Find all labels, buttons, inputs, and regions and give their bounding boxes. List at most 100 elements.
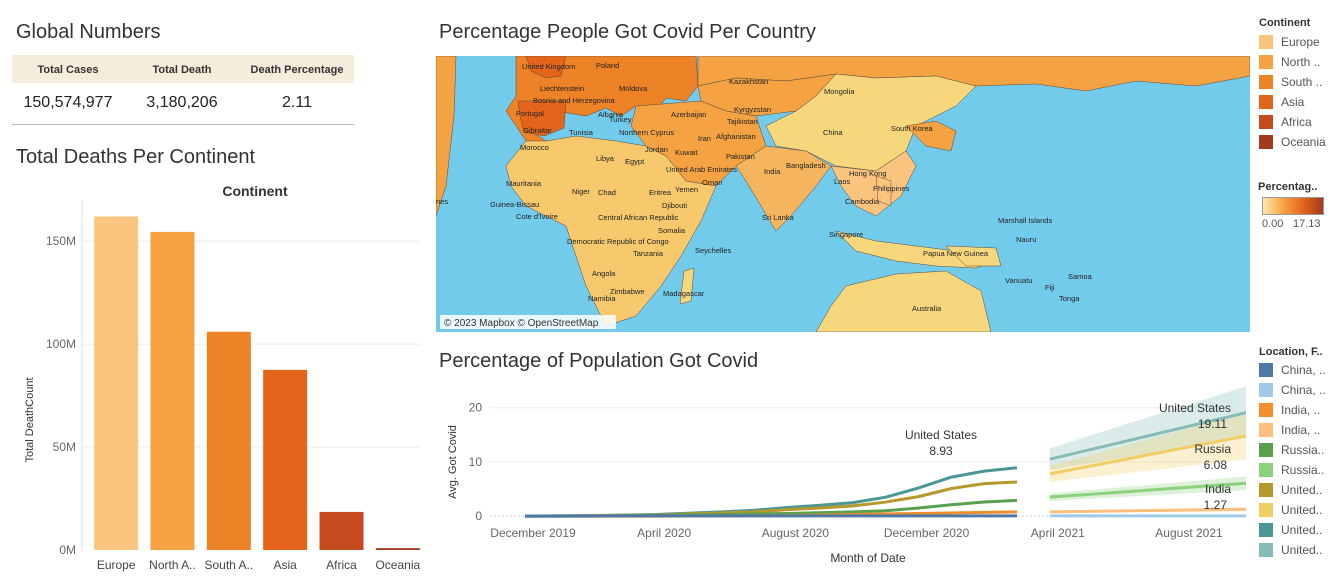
map-country-label: Niger — [572, 187, 590, 196]
map-country-label: Kuwait — [675, 148, 698, 157]
bar-europe[interactable] — [94, 216, 139, 550]
map-country-label: Tajikistan — [727, 117, 758, 126]
location-legend-item[interactable]: United.. — [1259, 520, 1338, 540]
map-west-edge — [436, 56, 457, 217]
continent-legend-item[interactable]: Asia — [1259, 92, 1338, 112]
gradient-legend-title: Percentag.. — [1258, 181, 1318, 193]
line-series[interactable] — [1049, 411, 1246, 461]
map-country-label: Djibouti — [662, 201, 687, 210]
kpi-header-death-percentage: Death Percentage — [250, 64, 344, 76]
location-legend-swatch — [1259, 523, 1273, 537]
map-country-label: Bosnia and Herzegovina — [533, 96, 616, 105]
map-country-label: Libya — [596, 154, 615, 163]
map-country-label: Cote d'Ivoire — [516, 212, 558, 221]
map-attribution-bg — [440, 315, 616, 329]
bar-asia[interactable] — [263, 369, 308, 550]
map-country-label: nes — [436, 197, 448, 206]
line-series[interactable] — [1049, 507, 1246, 514]
continent-legend-label: South .. — [1281, 75, 1323, 89]
location-legend-label: United.. — [1281, 523, 1323, 537]
location-legend-item[interactable]: Russia.. — [1259, 460, 1338, 480]
bar-oceania[interactable] — [375, 548, 420, 550]
map-country-label: Tunisia — [569, 128, 594, 137]
continent-legend-item[interactable]: North .. — [1259, 52, 1338, 72]
location-legend-label: India, .. — [1281, 403, 1321, 417]
bar-x-tick-label: South A.. — [204, 558, 253, 572]
continent-legend-label: Oceania — [1281, 135, 1326, 149]
map-madagascar — [679, 267, 695, 305]
location-legend-item[interactable]: China, .. — [1259, 360, 1338, 380]
location-legend-swatch — [1259, 463, 1273, 477]
map-country-label: United Arab Emirates — [666, 165, 737, 174]
map-country-label: Somalia — [658, 226, 686, 235]
global-numbers-title: Global Numbers — [16, 21, 161, 43]
line-chart-xlabel: Month of Date — [830, 551, 906, 565]
line-legend: China, .. China, .. India, .. India, .. Russ… — [1259, 360, 1338, 560]
map-country-label: Singapore — [829, 230, 863, 239]
bar-africa[interactable] — [319, 511, 364, 550]
map-country-label: Laos — [834, 177, 851, 186]
line-series[interactable] — [524, 480, 1018, 518]
line-annotation-label: Russia — [1194, 442, 1231, 456]
continent-legend-item[interactable]: South .. — [1259, 72, 1338, 92]
continent-legend-item[interactable]: Europe — [1259, 32, 1338, 52]
bar-x-tick-label: Europe — [97, 558, 136, 572]
line-chart-ylabel: Avg. Got Covid — [447, 425, 459, 499]
map-title: Percentage People Got Covid Per Country — [439, 21, 816, 43]
map-country-label: Sri Lanka — [762, 213, 795, 222]
line-x-tick-label: August 2021 — [1155, 526, 1223, 540]
line-series[interactable] — [1049, 434, 1246, 476]
bar-x-tick-label: Oceania — [375, 558, 420, 572]
map-country-label: Central African Republic — [598, 213, 679, 222]
location-legend-swatch — [1259, 543, 1273, 557]
location-legend-item[interactable]: United.. — [1259, 540, 1338, 560]
map-country-label: Poland — [596, 61, 619, 70]
continent-legend-swatch — [1259, 135, 1273, 149]
map-country-label: Morocco — [520, 143, 549, 152]
bar-south-a-[interactable] — [206, 331, 251, 550]
map-country-label: Pakistan — [726, 152, 755, 161]
continent-legend-swatch — [1259, 35, 1273, 49]
map-country-label: Albania — [598, 110, 624, 119]
location-legend-item[interactable]: India, .. — [1259, 400, 1338, 420]
bar-north-a-[interactable] — [150, 231, 195, 550]
map-country-label: Tonga — [1059, 294, 1080, 303]
line-series[interactable] — [1049, 481, 1246, 499]
map-iberia — [517, 100, 567, 137]
location-legend-item[interactable]: India, .. — [1259, 420, 1338, 440]
covid-map[interactable]: United Kingdom Poland Kazakhstan Liechtenst… — [436, 56, 1250, 332]
map-country-label: Hong Kong — [849, 169, 887, 178]
map-country-label: Zimbabwe — [610, 287, 645, 296]
map-se-asia — [830, 150, 917, 217]
kpi-death-percentage-value: 2.11 — [282, 94, 312, 111]
map-country-label: Australia — [912, 304, 942, 313]
map-country-label: Philippines — [873, 184, 910, 193]
map-country-label: Democratic Republic of Congo — [567, 237, 669, 246]
location-legend-label: India, .. — [1281, 423, 1321, 437]
location-legend-item[interactable]: Russia.. — [1259, 440, 1338, 460]
line-annotation-value: 8.93 — [929, 444, 953, 458]
map-country-label: Papua New Guinea — [923, 249, 989, 258]
continent-legend-item[interactable]: Africa — [1259, 112, 1338, 132]
continent-legend-swatch — [1259, 55, 1273, 69]
location-legend-item[interactable]: United.. — [1259, 500, 1338, 520]
bar-x-tick-label: North A.. — [149, 558, 196, 572]
map-country-label: South Korea — [891, 124, 934, 133]
map-country-label: Madagascar — [663, 289, 705, 298]
map-country-label: Oman — [702, 178, 722, 187]
map-country-label: India — [764, 167, 781, 176]
map-country-label: China — [823, 128, 843, 137]
map-country-label: Chad — [598, 188, 616, 197]
map-png — [945, 245, 1002, 267]
map-country-label: Seychelles — [695, 246, 732, 255]
location-legend-swatch — [1259, 483, 1273, 497]
map-country-label: Jordan — [645, 145, 668, 154]
continent-legend-label: Africa — [1281, 115, 1312, 129]
continent-legend-item[interactable]: Oceania — [1259, 132, 1338, 152]
location-legend-item[interactable]: United.. — [1259, 480, 1338, 500]
location-legend-item[interactable]: China, .. — [1259, 380, 1338, 400]
continent-legend-swatch — [1259, 95, 1273, 109]
map-country-label: Tanzania — [633, 249, 664, 258]
map-country-label: Mauritania — [506, 179, 542, 188]
line-x-tick-label: December 2019 — [490, 526, 576, 540]
